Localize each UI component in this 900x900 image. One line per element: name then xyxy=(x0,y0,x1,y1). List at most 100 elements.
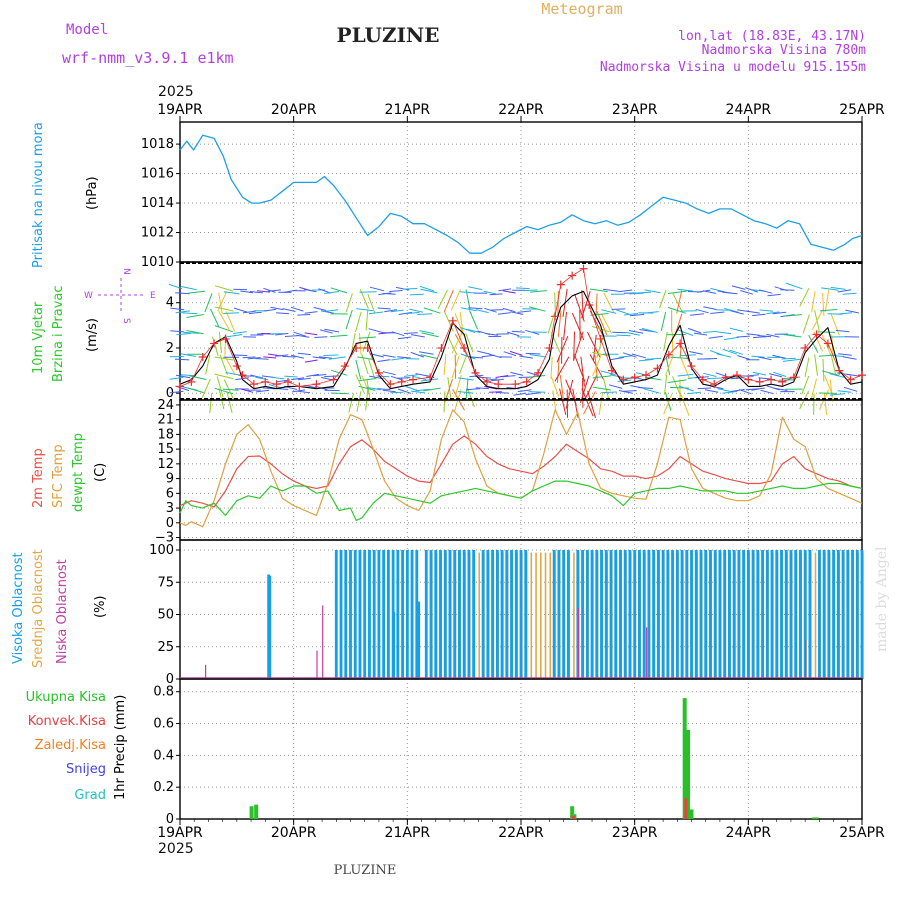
wind-arrow xyxy=(210,308,220,328)
wind-arrow xyxy=(722,291,738,295)
cloud-high-bar xyxy=(604,550,608,679)
wind-arrow xyxy=(608,384,623,389)
wind-arrow xyxy=(419,351,434,355)
cloud-high-bar xyxy=(642,550,646,679)
pressure-ytick-label: 1014 xyxy=(141,196,174,211)
cloud-high-bar xyxy=(723,550,727,679)
wind-arrow xyxy=(459,354,468,375)
wind-arrow xyxy=(328,356,346,360)
day-label-top: 20APR xyxy=(271,102,317,118)
wind-arrow xyxy=(412,375,427,381)
wind-ylabel: 10m Vjetar Brzina i Pravac (m/s) xyxy=(31,285,100,382)
wind-arrow xyxy=(485,332,498,336)
wind-gust-line xyxy=(179,268,863,387)
wind-arrow xyxy=(622,352,637,358)
wind-arrow xyxy=(367,293,376,314)
wind-arrow xyxy=(811,309,824,330)
cloud-high-bar xyxy=(709,550,712,679)
wind-arrow xyxy=(304,332,318,336)
wind-arrow xyxy=(642,311,659,314)
cloud-high-bar xyxy=(614,550,618,679)
wind-arrow xyxy=(437,289,448,309)
cloud-ylabel-high: Visoka Oblacnost xyxy=(11,552,26,664)
cloud-high-bar xyxy=(784,550,788,679)
wind-arrow xyxy=(801,375,810,395)
temperature-ytick-label: 15 xyxy=(157,442,174,457)
wind-arrow xyxy=(214,356,234,361)
cloud-high-bar xyxy=(637,550,641,679)
wind-arrow xyxy=(359,378,377,382)
wind-arrow xyxy=(645,357,662,360)
wind-arrow xyxy=(601,309,617,314)
wind-arrow xyxy=(410,351,425,358)
wind-arrow xyxy=(297,377,311,381)
wind-arrow xyxy=(722,348,738,355)
wind-arrow xyxy=(366,379,371,401)
wind-arrow xyxy=(846,373,860,377)
precip-ytick-label: 0 xyxy=(166,812,174,827)
cloud-high-bar xyxy=(756,550,760,679)
wind-ylabel-unit: (m/s) xyxy=(85,318,100,352)
pressure-ylabel: Pritisak na nivou mora (hPa) xyxy=(31,122,100,268)
wind-arrow xyxy=(181,312,198,315)
wind-arrow xyxy=(729,327,744,332)
day-label-top: 25APR xyxy=(839,102,885,118)
wind-arrow xyxy=(396,377,411,379)
wind-arrow xyxy=(169,390,184,394)
wind-arrow xyxy=(365,309,369,331)
precip-total-bar xyxy=(682,698,687,819)
wind-ytick-label: 0 xyxy=(166,386,174,401)
wind-arrow xyxy=(665,354,674,376)
wind-arrow xyxy=(528,391,546,393)
wind-arrow xyxy=(636,291,652,294)
wind-arrow xyxy=(297,314,311,316)
wind-arrow xyxy=(297,352,311,356)
temperature-ytick-label: −3 xyxy=(155,531,174,546)
wind-arrow xyxy=(767,293,781,297)
wind-arrow xyxy=(752,371,767,376)
wind-arrow xyxy=(580,375,590,403)
wind-arrow xyxy=(444,312,454,332)
wind-arrow xyxy=(460,307,477,312)
wind-arrow xyxy=(377,359,391,363)
cloud-high-bar xyxy=(713,550,717,679)
wind-arrow xyxy=(467,387,475,408)
chart-title: Meteogram xyxy=(541,0,622,18)
wind-arrow xyxy=(405,311,420,315)
wind-arrow xyxy=(814,354,818,376)
wind-arrow xyxy=(268,384,282,389)
wind-arrow xyxy=(629,330,644,334)
wind-arrow xyxy=(591,351,611,357)
wind-arrow xyxy=(817,331,836,333)
wind-arrow xyxy=(625,331,640,336)
wind-arrow xyxy=(465,378,469,399)
wind-arrow xyxy=(450,289,461,311)
wind-arrow xyxy=(423,387,441,392)
wind-arrow xyxy=(358,336,376,339)
cloud-high-bar xyxy=(429,550,433,679)
wind-arrow xyxy=(559,388,567,415)
wind-arrow xyxy=(760,389,774,395)
wind-arrow xyxy=(667,290,687,294)
wind-arrow xyxy=(845,309,860,314)
cloud-high-bar xyxy=(751,550,755,679)
day-label-bottom: 20APR xyxy=(271,825,317,841)
temp-ylabel: 2m Temp SFC Temp dewpt Temp (C) xyxy=(31,433,108,512)
wind-arrow xyxy=(411,334,425,338)
wind-arrow xyxy=(175,292,190,295)
wind-arrow xyxy=(556,335,569,363)
wind-arrow xyxy=(276,312,290,315)
wind-arrow xyxy=(183,332,200,334)
compass-e: E xyxy=(150,291,156,301)
compass-n: N xyxy=(121,268,131,275)
wind-arrow xyxy=(345,293,353,313)
wind-arrow xyxy=(468,286,483,291)
wind-arrow xyxy=(303,288,317,293)
cloud-high-bar xyxy=(382,550,386,679)
cloud-panel: 0 25 50 75 100 xyxy=(149,539,864,687)
wind-ylabel-name: 10m Vjetar xyxy=(31,301,46,374)
wind-arrow xyxy=(330,334,348,338)
wind-arrow xyxy=(314,336,328,338)
cloud-mid-bar xyxy=(814,552,817,679)
wind-arrow xyxy=(670,356,690,359)
